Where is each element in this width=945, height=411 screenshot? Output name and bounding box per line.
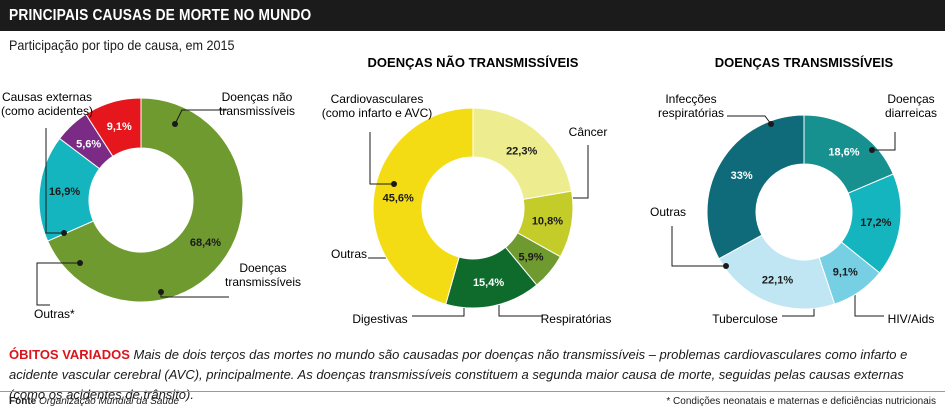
leader-line bbox=[36, 262, 80, 306]
page-subtitle: Participação por tipo de causa, em 2015 bbox=[9, 37, 235, 53]
donut-chart-1: 68,4% Doenças não transmissíveis 16,9% Doenç… bbox=[1, 90, 301, 321]
slice-category-label: Causas externas (como acidentes) bbox=[1, 90, 93, 118]
donut-slice bbox=[46, 97, 244, 303]
slice-category-label: HIV/Aids bbox=[888, 312, 935, 326]
footer-divider bbox=[0, 391, 945, 392]
leader-dot bbox=[391, 181, 397, 187]
slice-category-label: Infecções respiratórias bbox=[658, 92, 724, 120]
slice-category-label: Doenças transmissíveis bbox=[225, 261, 301, 289]
leader-line bbox=[369, 132, 394, 185]
leader-dot bbox=[723, 263, 729, 269]
slice-value-label: 5,9% bbox=[518, 251, 543, 263]
source-label: Fonte bbox=[9, 396, 37, 407]
slice-value-label: 68,4% bbox=[190, 237, 221, 249]
leader-dot bbox=[158, 289, 164, 295]
leader-dot bbox=[768, 121, 774, 127]
slice-category-label: Digestivas bbox=[352, 312, 407, 326]
donut-slice bbox=[706, 114, 805, 260]
slice-category-label: Outras bbox=[331, 247, 367, 261]
slice-value-label: 17,2% bbox=[860, 217, 891, 229]
leader-line bbox=[45, 128, 64, 234]
chart-title: DOENÇAS TRANSMISSÍVEIS bbox=[715, 55, 894, 70]
caption-highlight: ÓBITOS VARIADOS bbox=[9, 347, 130, 362]
slice-value-label: 33% bbox=[731, 170, 753, 182]
donut-slice bbox=[718, 234, 836, 310]
slice-value-label: 45,6% bbox=[383, 193, 414, 205]
slice-category-label: Doenças diarreicas bbox=[885, 92, 937, 120]
slice-category-label: Cardiovasculares (como infarto e AVC) bbox=[322, 92, 432, 120]
donut-slice bbox=[85, 97, 142, 157]
slice-value-label: 5,6% bbox=[76, 139, 101, 151]
donut-charts: 68,4% Doenças não transmissíveis 16,9% Doenç… bbox=[1, 55, 937, 326]
page-title: PRINCIPAIS CAUSAS DE MORTE NO MUNDO bbox=[9, 7, 312, 24]
slice-value-label: 18,6% bbox=[828, 147, 859, 159]
leader-dot bbox=[869, 147, 875, 153]
source-text: Organização Mundial da Saúde bbox=[39, 396, 180, 407]
slice-value-label: 15,4% bbox=[473, 277, 504, 289]
slice-category-label: Doenças não transmissíveis bbox=[219, 90, 295, 118]
slice-category-label: Outras* bbox=[34, 307, 75, 321]
chart-title: DOENÇAS NÃO TRANSMISSÍVEIS bbox=[368, 55, 579, 70]
title-bar: PRINCIPAIS CAUSAS DE MORTE NO MUNDO bbox=[0, 0, 945, 31]
caption: ÓBITOS VARIADOS Mais de dois terços das … bbox=[9, 345, 939, 405]
leader-line bbox=[727, 115, 772, 125]
slice-value-label: 22,1% bbox=[762, 274, 793, 286]
donut-slice bbox=[372, 107, 474, 305]
leader-line bbox=[671, 226, 726, 267]
donut-chart-3: DOENÇAS TRANSMISSÍVEIS 18,6% Doenças diarre… bbox=[650, 55, 937, 326]
slice-value-label: 16,9% bbox=[49, 186, 80, 198]
leader-line bbox=[872, 132, 896, 151]
source: Fonte Organização Mundial da Saúde bbox=[9, 396, 179, 407]
donut-chart-2: DOENÇAS NÃO TRANSMISSÍVEIS 22,3% Câncer 10,… bbox=[322, 55, 612, 326]
slice-value-label: 10,8% bbox=[532, 216, 563, 228]
leader-dot bbox=[77, 260, 83, 266]
leader-dot bbox=[172, 121, 178, 127]
slice-value-label: 22,3% bbox=[506, 145, 537, 157]
slice-value-label: 9,1% bbox=[107, 121, 132, 133]
footnote: * Condições neonatais e maternas e defic… bbox=[666, 396, 936, 407]
slice-category-label: Câncer bbox=[569, 125, 608, 139]
leader-dot bbox=[61, 230, 67, 236]
slice-category-label: Tuberculose bbox=[712, 312, 778, 326]
slice-category-label: Respiratórias bbox=[541, 312, 612, 326]
slice-value-label: 9,1% bbox=[833, 267, 858, 279]
slice-category-label: Outras bbox=[650, 205, 686, 219]
caption-text: Mais de dois terços das mortes no mundo … bbox=[9, 347, 908, 402]
leader-line bbox=[174, 109, 228, 125]
